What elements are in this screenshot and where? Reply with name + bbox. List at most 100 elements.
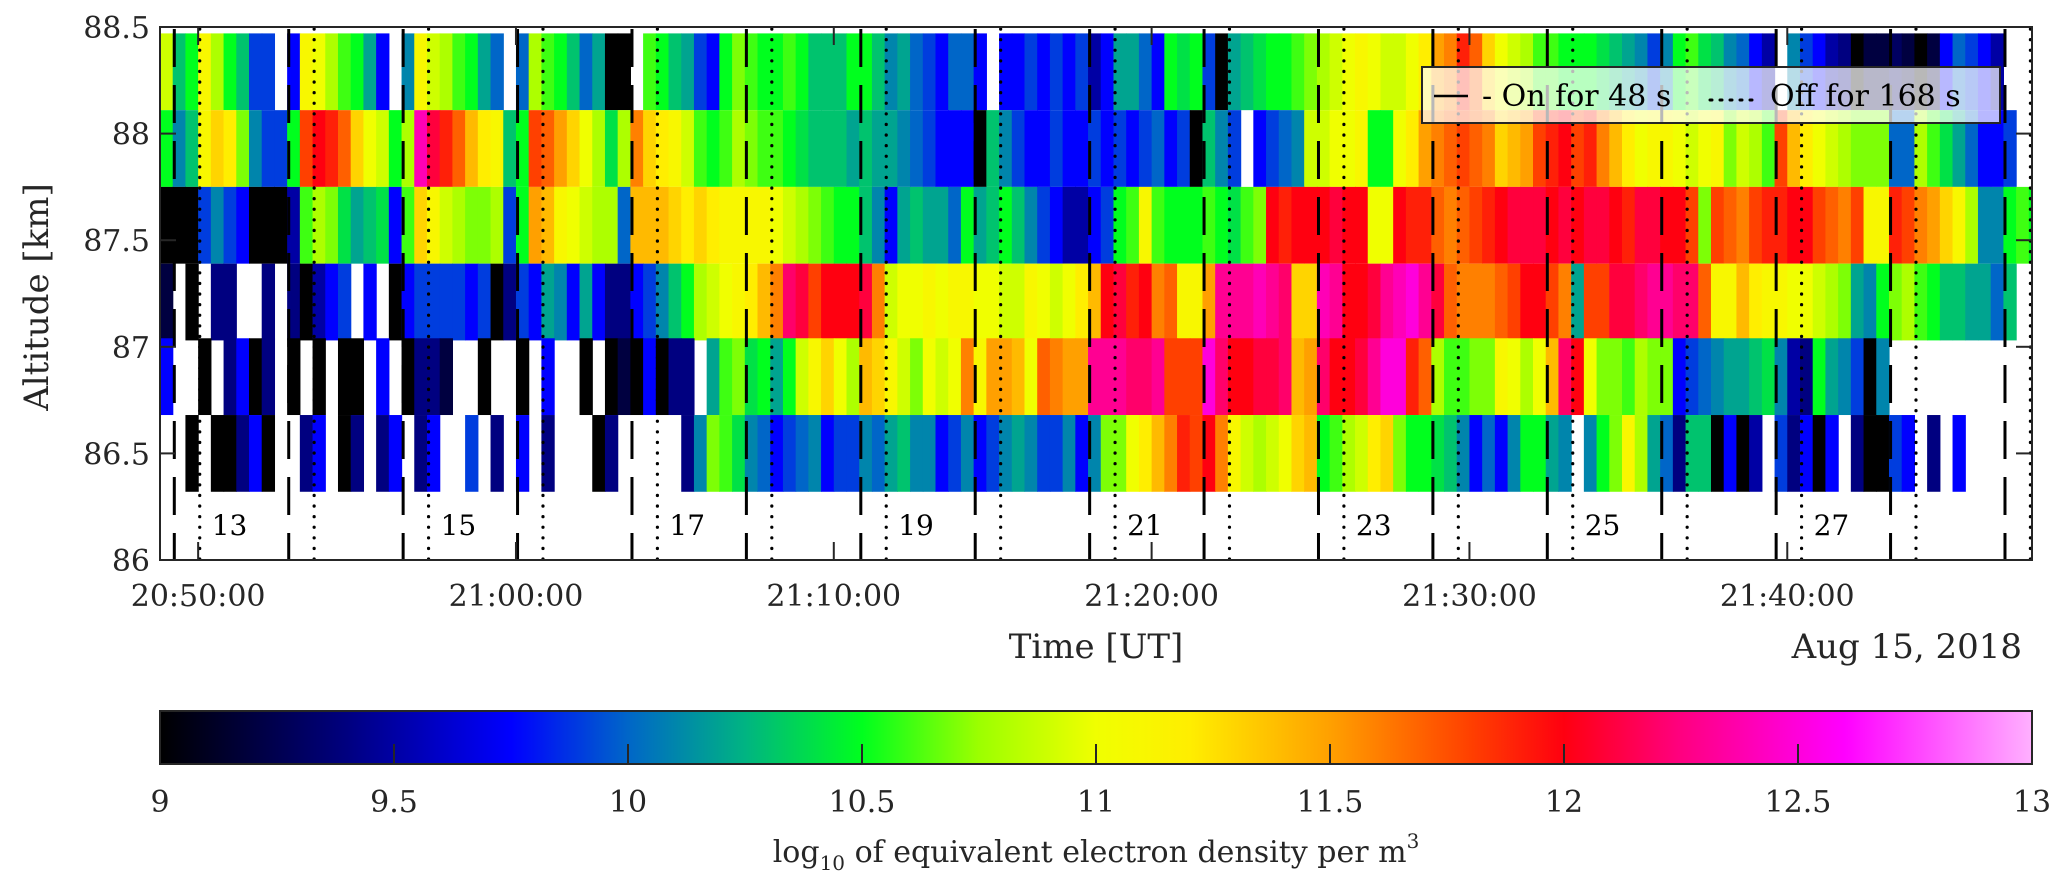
heatmap-cell	[1342, 338, 1356, 416]
heatmap-cell	[1342, 263, 1356, 341]
cycle-label: 13	[212, 509, 248, 542]
heatmap-cell	[1850, 186, 1865, 264]
heatmap-cell	[401, 263, 415, 341]
heatmap-cell	[617, 338, 631, 416]
heatmap-cell	[884, 110, 898, 187]
heatmap-cell	[1850, 415, 1865, 492]
heatmap-cell	[770, 415, 784, 492]
heatmap-cell	[1278, 186, 1293, 264]
heatmap-cell	[299, 263, 314, 341]
heatmap-cell	[1977, 263, 1992, 341]
heatmap-cell	[897, 110, 911, 187]
heatmap-cell	[337, 186, 352, 264]
heatmap-cell	[1011, 338, 1026, 416]
heatmap-cell	[871, 110, 886, 187]
heatmap-cell	[1202, 263, 1216, 341]
heatmap-cell	[643, 186, 657, 264]
heatmap-cell	[948, 110, 962, 187]
heatmap-cell	[274, 186, 288, 264]
heatmap-cell	[287, 33, 301, 111]
heatmap-cell	[1533, 186, 1547, 264]
heatmap-cell	[1939, 110, 1954, 187]
heatmap-cell	[477, 33, 492, 111]
heatmap-cell	[897, 338, 911, 416]
x-axis-label: Time [UT]	[1009, 627, 1184, 667]
heatmap-cell	[1037, 338, 1051, 416]
heatmap-cell	[643, 263, 657, 341]
heatmap-cell	[515, 338, 530, 416]
heatmap-cell	[617, 110, 631, 187]
heatmap-cell	[376, 338, 390, 416]
heatmap-cell	[1316, 186, 1331, 264]
heatmap-cell	[910, 263, 924, 341]
heatmap-cell	[1660, 186, 1674, 264]
heatmap-cell	[1812, 186, 1827, 264]
heatmap-cell	[1444, 415, 1458, 492]
heatmap-cell	[960, 33, 975, 111]
heatmap-cell	[541, 33, 555, 111]
heatmap-cell	[1520, 415, 1534, 492]
heatmap-cell	[426, 186, 441, 264]
heatmap-cell	[630, 338, 644, 416]
heatmap-cell	[1418, 415, 1432, 492]
heatmap-cell	[948, 338, 962, 416]
heatmap-cell	[922, 33, 937, 111]
heatmap-cell	[223, 338, 237, 416]
heatmap-cell	[439, 338, 454, 416]
heatmap-cell	[1723, 338, 1738, 416]
heatmap-cell	[1876, 263, 1890, 341]
heatmap-cell	[719, 110, 733, 187]
colorbar-tick-label: 12.5	[1765, 785, 1832, 820]
heatmap-cell	[287, 338, 301, 416]
heatmap-cell	[604, 263, 619, 341]
heatmap-cell	[681, 338, 695, 416]
heatmap-cell	[1799, 415, 1814, 492]
heatmap-cell	[1062, 338, 1076, 416]
heatmap-cell	[1583, 263, 1598, 341]
heatmap-cell	[897, 415, 911, 492]
heatmap-cell	[1774, 338, 1788, 416]
heatmap-cell	[681, 110, 695, 187]
heatmap-cell	[1049, 33, 1064, 111]
heatmap-cell	[604, 338, 619, 416]
heatmap-cell	[592, 415, 606, 492]
heatmap-cell	[1393, 415, 1407, 492]
heatmap-cell	[198, 186, 212, 264]
heatmap-cell	[541, 415, 555, 492]
heatmap-cell	[1507, 110, 1521, 187]
heatmap-cell	[1583, 110, 1598, 187]
heatmap-cell	[185, 415, 199, 492]
heatmap-cell	[1736, 186, 1750, 264]
heatmap-cell	[846, 110, 860, 187]
heatmap-cell	[1100, 186, 1115, 264]
cycle-label: 19	[898, 509, 934, 542]
heatmap-cell	[681, 33, 695, 111]
heatmap-cell	[770, 110, 784, 187]
heatmap-cell	[401, 338, 415, 416]
heatmap-cell	[1316, 415, 1331, 492]
heatmap-cell	[566, 33, 581, 111]
heatmap-cell	[1405, 415, 1420, 492]
heatmap-cell	[808, 186, 822, 264]
heatmap-cell	[1189, 33, 1204, 111]
heatmap-cell	[668, 110, 682, 187]
heatmap-cell	[452, 263, 466, 341]
heatmap-cell	[1685, 110, 1699, 187]
heatmap-cell	[287, 263, 301, 341]
heatmap-cell	[1977, 110, 1992, 187]
heatmap-cell	[1761, 263, 1776, 341]
heatmap-cell	[1622, 263, 1636, 341]
heatmap-cell	[528, 33, 542, 111]
heatmap-cell	[1965, 263, 1979, 341]
heatmap-cell	[541, 186, 555, 264]
heatmap-cell	[248, 33, 263, 111]
heatmap-cell	[1304, 338, 1318, 416]
heatmap-cell	[1393, 338, 1407, 416]
heatmap-cell	[757, 33, 771, 111]
heatmap-cell	[1927, 186, 1941, 264]
heatmap-cell	[668, 33, 682, 111]
heatmap-cell	[719, 263, 733, 341]
heatmap-cell	[1520, 338, 1534, 416]
heatmap-cell	[1647, 338, 1661, 416]
heatmap-cell	[160, 338, 174, 416]
